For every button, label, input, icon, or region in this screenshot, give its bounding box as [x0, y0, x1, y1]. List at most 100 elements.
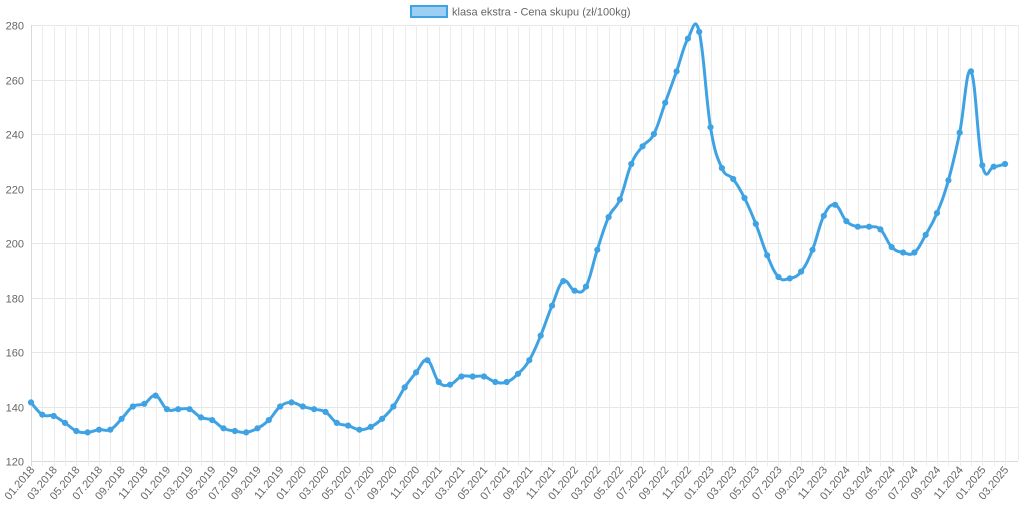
data-point[interactable] [571, 287, 578, 294]
data-point[interactable] [333, 419, 340, 426]
data-point[interactable] [480, 373, 488, 380]
data-point[interactable] [299, 403, 306, 410]
data-point[interactable] [979, 162, 986, 169]
data-point[interactable] [413, 369, 420, 376]
data-point[interactable] [820, 212, 827, 219]
data-point[interactable] [605, 214, 612, 221]
data-point[interactable] [152, 392, 159, 399]
data-point[interactable] [27, 399, 35, 406]
data-point[interactable] [877, 226, 884, 233]
data-point[interactable] [866, 223, 873, 230]
legend-label: klasa ekstra - Cena skupu (zł/100kg) [452, 7, 631, 19]
legend-swatch [410, 5, 448, 18]
data-point[interactable] [514, 370, 522, 377]
chart-legend[interactable]: klasa ekstra - Cena skupu (zł/100kg) [410, 5, 631, 19]
data-point[interactable] [197, 414, 204, 421]
data-point[interactable] [956, 129, 963, 136]
data-point[interactable] [209, 417, 216, 424]
data-point[interactable] [50, 412, 57, 420]
data-point[interactable] [61, 419, 69, 426]
data-point[interactable] [243, 429, 250, 436]
data-point[interactable] [560, 278, 567, 285]
data-point[interactable] [967, 68, 975, 75]
data-point[interactable] [118, 415, 125, 422]
data-point[interactable] [311, 406, 318, 413]
data-point[interactable] [537, 332, 544, 339]
data-point[interactable] [424, 357, 431, 364]
data-point[interactable] [356, 426, 363, 433]
data-point[interactable] [265, 417, 272, 424]
data-point[interactable] [707, 124, 714, 131]
data-point[interactable] [945, 177, 952, 184]
data-point[interactable] [458, 373, 465, 380]
data-point[interactable] [254, 425, 261, 432]
data-point[interactable] [775, 274, 782, 281]
data-point[interactable] [469, 373, 476, 380]
data-point[interactable] [616, 196, 624, 203]
data-point[interactable] [798, 268, 805, 275]
data-point[interactable] [367, 423, 374, 430]
data-point[interactable] [277, 403, 284, 410]
data-point[interactable] [582, 283, 590, 290]
data-point[interactable] [186, 406, 193, 413]
y-tick-label: 260 [6, 76, 24, 88]
data-point[interactable] [764, 252, 771, 259]
data-point[interactable] [730, 175, 737, 183]
data-point[interactable] [832, 201, 839, 208]
data-point[interactable] [345, 422, 352, 429]
data-point[interactable] [662, 99, 669, 106]
data-point[interactable] [594, 246, 601, 253]
data-point[interactable] [141, 400, 148, 407]
y-tick-label: 180 [6, 294, 24, 306]
data-point[interactable] [786, 275, 793, 282]
data-point[interactable] [888, 244, 895, 251]
data-point[interactable] [628, 160, 635, 168]
data-point[interactable] [401, 384, 408, 391]
data-point[interactable] [84, 429, 91, 436]
data-point[interactable] [922, 231, 929, 238]
data-point[interactable] [107, 426, 114, 433]
data-point[interactable] [650, 130, 658, 138]
data-point[interactable] [95, 426, 103, 433]
data-point[interactable] [854, 223, 861, 230]
y-tick-label: 240 [6, 130, 24, 142]
data-point[interactable] [911, 249, 918, 256]
data-point[interactable] [39, 411, 46, 418]
data-point[interactable] [73, 427, 80, 435]
series-points [27, 28, 1009, 436]
data-point[interactable] [288, 399, 295, 406]
data-point[interactable] [673, 68, 680, 75]
data-point[interactable] [129, 403, 136, 410]
data-point[interactable] [390, 403, 397, 410]
data-point[interactable] [696, 28, 703, 35]
data-point[interactable] [809, 246, 816, 253]
data-point[interactable] [231, 427, 238, 435]
data-point[interactable] [752, 220, 759, 227]
data-point[interactable] [526, 357, 533, 364]
data-point[interactable] [718, 165, 726, 172]
data-point[interactable] [843, 218, 850, 225]
data-point[interactable] [175, 406, 182, 413]
data-point[interactable] [322, 408, 329, 415]
data-point[interactable] [684, 35, 692, 42]
data-point[interactable] [548, 302, 556, 309]
data-point[interactable] [741, 194, 748, 202]
y-tick-label: 160 [6, 348, 24, 360]
y-tick-label: 220 [6, 185, 24, 197]
data-point[interactable] [163, 406, 170, 413]
data-point[interactable] [1001, 160, 1009, 168]
data-point[interactable] [503, 378, 510, 386]
data-point[interactable] [220, 425, 227, 432]
data-point[interactable] [933, 209, 941, 217]
y-tick-label: 280 [6, 21, 24, 33]
y-axis-labels: 120 140 160 180 200 220 240 260 280 [6, 21, 24, 469]
data-point[interactable] [435, 378, 442, 386]
data-point[interactable] [446, 381, 454, 388]
data-point[interactable] [900, 249, 907, 256]
data-point[interactable] [379, 415, 386, 422]
chart-grid [31, 25, 1019, 466]
data-point[interactable] [492, 378, 499, 386]
data-point[interactable] [639, 143, 646, 150]
data-point[interactable] [990, 163, 997, 170]
